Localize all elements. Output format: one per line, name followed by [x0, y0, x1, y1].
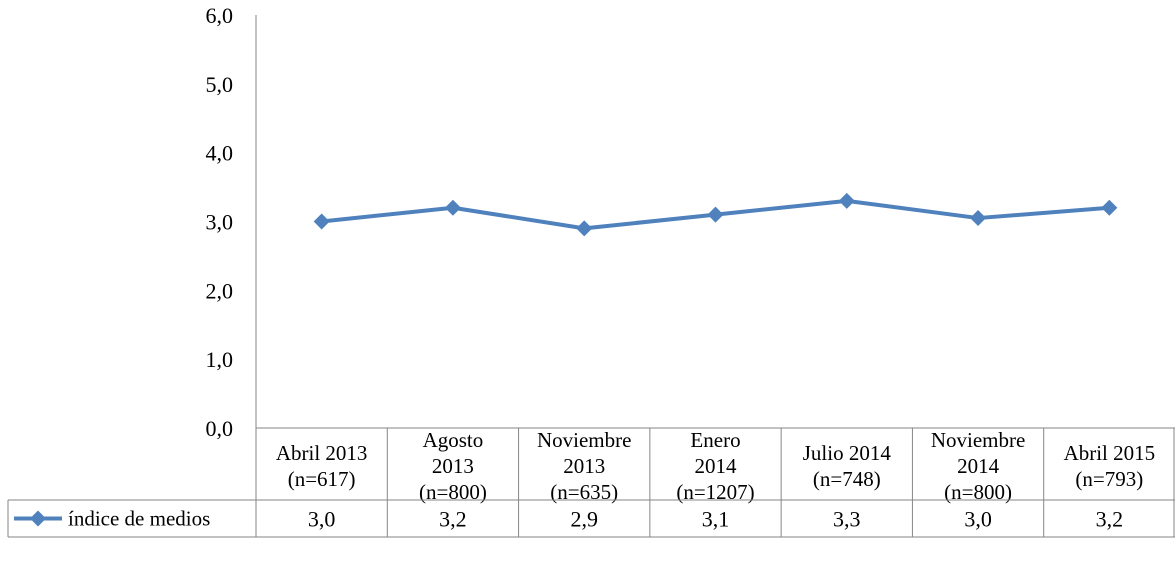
x-category-label: Abril 2015 (n=793) — [1064, 441, 1156, 491]
legend-diamond-marker — [30, 510, 46, 527]
y-tick-label: 0,0 — [206, 416, 234, 441]
table-value: 3,3 — [833, 507, 861, 532]
x-category-label: Noviembre 2013 (n=635) — [537, 428, 631, 504]
data-point-marker — [444, 199, 461, 216]
table-value: 3,0 — [308, 507, 336, 532]
y-tick-label: 1,0 — [206, 347, 234, 372]
table-value: 2,9 — [570, 507, 598, 532]
data-point-marker — [1101, 199, 1118, 216]
data-point-marker — [970, 210, 987, 227]
table-value: 3,1 — [702, 507, 730, 532]
table-value: 3,2 — [1096, 507, 1124, 532]
x-category-label: Agosto 2013 (n=800) — [419, 428, 487, 504]
data-point-marker — [313, 213, 330, 230]
chart-axes — [255, 15, 1175, 537]
table-value: 3,2 — [439, 507, 467, 532]
data-point-marker — [838, 192, 855, 209]
data-point-marker — [707, 206, 724, 223]
y-tick-label: 4,0 — [206, 141, 234, 166]
table-value: 3,0 — [964, 507, 992, 532]
x-category-label: Noviembre 2014 (n=800) — [931, 428, 1025, 504]
data-point-marker — [576, 220, 593, 237]
x-category-label: Enero 2014 (n=1207) — [676, 428, 754, 504]
y-tick-label: 6,0 — [206, 3, 234, 28]
x-category-label: Julio 2014 (n=748) — [803, 441, 892, 491]
y-tick-label: 3,0 — [206, 210, 234, 235]
x-category-label: Abril 2013 (n=617) — [276, 441, 368, 491]
category-labels: Abril 2013 (n=617) Agosto 2013 (n=800) Noviem… — [276, 428, 1155, 504]
y-tick-label: 2,0 — [206, 278, 234, 303]
y-tick-label: 5,0 — [206, 72, 234, 97]
legend-label: índice de medios — [68, 507, 210, 531]
series-line-group — [313, 192, 1118, 237]
data-table: 3,0 3,2 2,9 3,1 3,3 3,0 3,2 índice de medios — [7, 499, 1175, 538]
y-axis-ticks: 0,0 1,0 2,0 3,0 4,0 5,0 6,0 — [206, 3, 234, 441]
